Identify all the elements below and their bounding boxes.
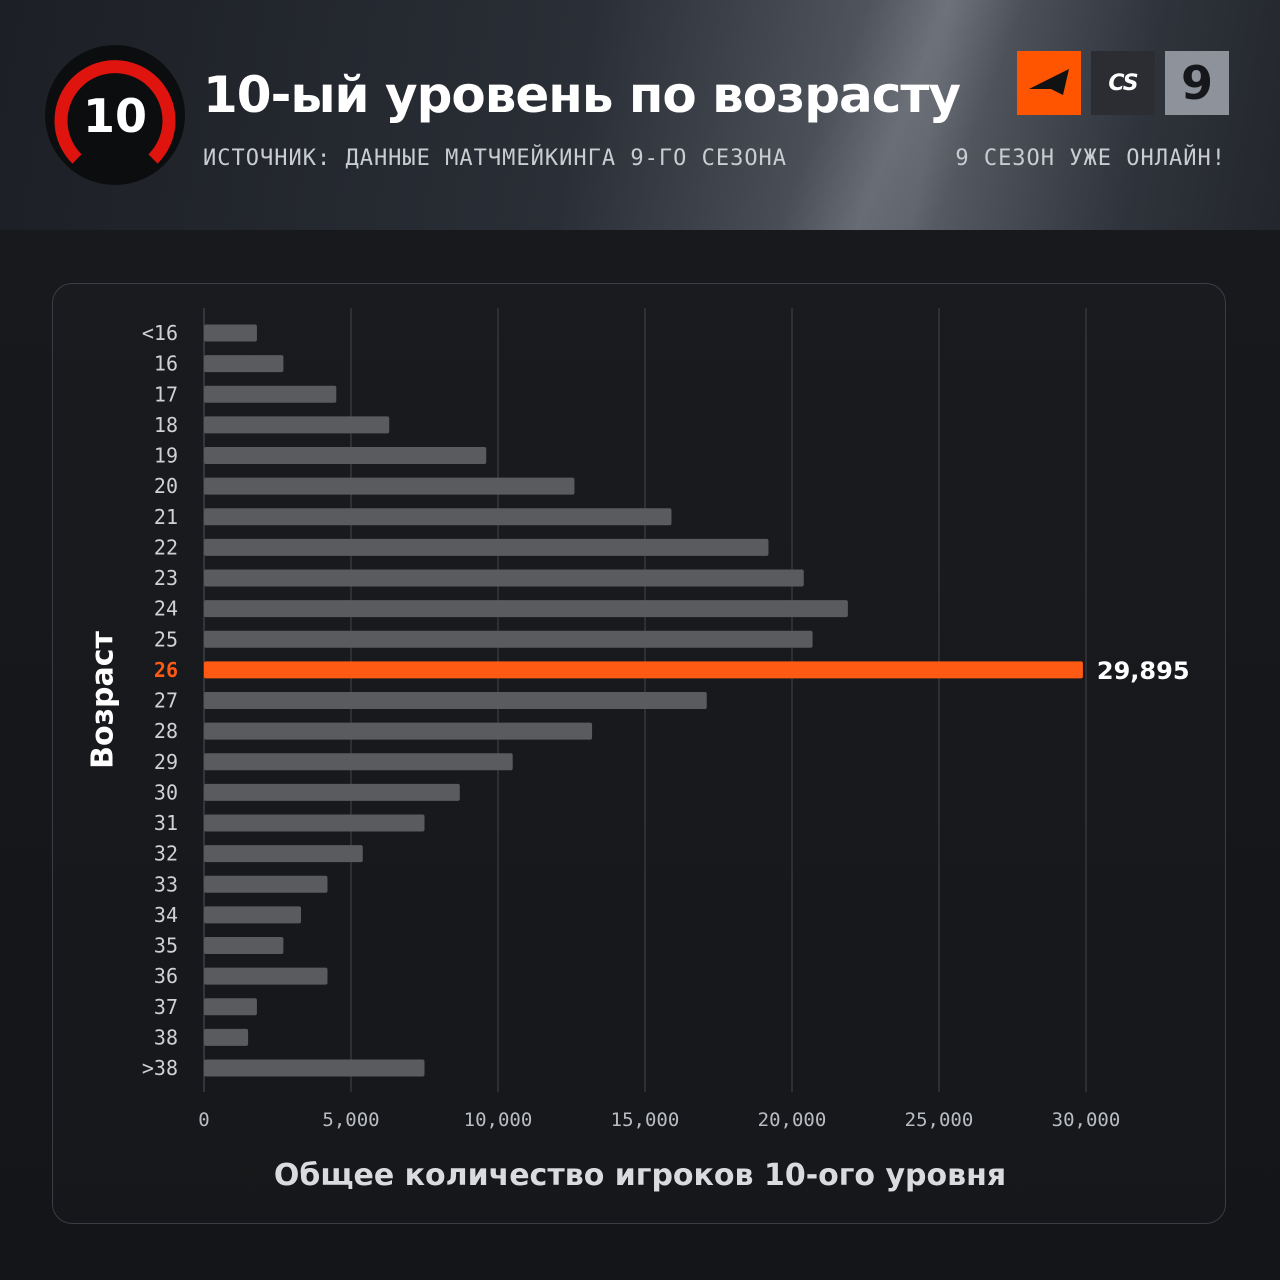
x-axis-label: Общее количество игроков 10-ого уровня — [273, 1158, 1007, 1193]
bar — [204, 967, 328, 985]
y-tick-label: 32 — [154, 842, 178, 866]
y-tick-label: 18 — [154, 413, 178, 437]
bar — [204, 1028, 249, 1046]
y-tick-label: 37 — [154, 995, 178, 1019]
bar — [204, 692, 707, 709]
bar — [204, 416, 390, 434]
bar — [204, 508, 672, 526]
bar — [204, 722, 593, 740]
x-tick-label: 20,000 — [758, 1109, 827, 1131]
cs-logo-icon: CS — [1091, 51, 1155, 115]
bar — [204, 385, 337, 403]
y-tick-label: 17 — [154, 382, 178, 406]
y-axis-label: Возраст — [85, 631, 121, 769]
bar — [204, 355, 284, 373]
season-tagline: 9 СЕЗОН УЖЕ ОНЛАЙН! — [955, 146, 1226, 171]
y-tick-label: 20 — [154, 474, 178, 498]
bar — [204, 630, 813, 648]
bar — [204, 998, 257, 1016]
x-tick-label: 30,000 — [1052, 1109, 1121, 1131]
x-tick-label: 0 — [198, 1109, 209, 1131]
y-tick-label: 27 — [154, 689, 178, 713]
x-tick-label: 10,000 — [464, 1109, 533, 1131]
bar — [204, 447, 487, 464]
y-tick-label: 28 — [154, 719, 178, 743]
y-tick-label: 35 — [154, 934, 178, 958]
page-title: 10-ый уровень по возрасту — [203, 66, 961, 124]
y-tick-label: 26 — [154, 658, 178, 682]
bar — [204, 906, 302, 924]
y-tick-label: 30 — [154, 780, 178, 804]
y-tick-label: 24 — [154, 597, 178, 621]
y-tick-label: 34 — [154, 903, 178, 927]
x-tick-label: 15,000 — [611, 1109, 680, 1131]
y-tick-label: 22 — [154, 535, 178, 559]
bar — [204, 1059, 425, 1077]
bar — [204, 538, 769, 556]
bar-highlight — [204, 661, 1083, 679]
y-tick-label: 25 — [154, 627, 178, 651]
x-tick-label: 25,000 — [905, 1109, 974, 1131]
y-tick-label: 31 — [154, 811, 178, 835]
y-tick-label: 38 — [154, 1025, 178, 1049]
bar — [204, 783, 460, 801]
level-10-badge-icon: 10 — [45, 45, 185, 185]
level-badge-text: 10 — [83, 89, 147, 143]
y-tick-label: 29 — [154, 750, 178, 774]
y-tick-label: 21 — [154, 505, 178, 529]
season-9-logo: 9 — [1165, 51, 1229, 115]
y-tick-label: 33 — [154, 872, 178, 896]
faceit-logo-icon — [1017, 51, 1081, 115]
bar — [204, 814, 425, 832]
bar — [204, 324, 257, 342]
y-tick-label: 23 — [154, 566, 178, 590]
bar — [204, 845, 363, 863]
bar — [204, 477, 575, 495]
y-tick-label: 36 — [154, 964, 178, 988]
y-tick-label: 19 — [154, 444, 178, 468]
x-tick-label: 5,000 — [322, 1109, 379, 1131]
chart-panel — [52, 283, 1226, 1224]
header-banner — [0, 0, 1280, 230]
bar — [204, 569, 804, 587]
y-tick-label: <16 — [142, 321, 178, 345]
bar — [204, 937, 284, 954]
cs-logo-text: CS — [1108, 70, 1138, 96]
y-tick-label: >38 — [142, 1056, 178, 1080]
y-tick-label: 16 — [154, 352, 178, 376]
bar — [204, 875, 328, 893]
bar — [204, 753, 513, 771]
bar — [204, 600, 848, 618]
data-label: 29,895 — [1097, 657, 1190, 685]
source-subtitle: ИСТОЧНИК: ДАННЫЕ МАТЧМЕЙКИНГА 9-ГО СЕЗОН… — [203, 146, 788, 171]
